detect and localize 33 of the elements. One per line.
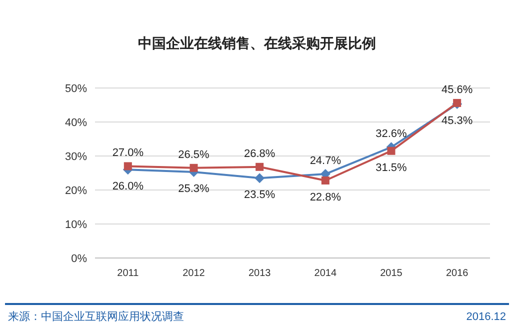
source-note: 来源：中国企业互联网应用状况调查	[8, 310, 184, 323]
data-label: 32.6%	[376, 128, 408, 140]
point	[387, 146, 396, 155]
y-tick-label: 20%	[64, 185, 88, 197]
data-label: 24.7%	[310, 155, 342, 168]
x-tick-label: 2014	[314, 268, 337, 279]
data-label: 26.0%	[112, 180, 144, 193]
data-label: 45.6%	[441, 84, 473, 96]
y-tick-label: 50%	[64, 83, 88, 95]
x-tick-label: 2012	[182, 268, 206, 279]
point	[321, 176, 330, 184]
x-tick-label: 2013	[248, 268, 272, 279]
chart-title: 中国企业在线销售、在线采购开展比例	[138, 35, 376, 51]
x-tick-label: 2011	[117, 268, 140, 279]
y-tick-label: 10%	[64, 219, 88, 231]
point	[124, 162, 132, 170]
data-label: 23.5%	[244, 189, 276, 202]
data-label: 31.5%	[376, 162, 408, 174]
data-label: 45.3%	[441, 114, 473, 127]
point	[256, 162, 264, 171]
x-tick-label: 2015	[380, 268, 403, 279]
point	[190, 164, 198, 172]
y-tick-label: 30%	[64, 151, 88, 163]
data-label: 22.8%	[310, 191, 342, 204]
x-tick-label: 2016	[446, 268, 469, 279]
y-tick-label: 0%	[71, 253, 88, 265]
data-label: 26.8%	[244, 148, 276, 160]
point	[254, 173, 265, 184]
data-label: 26.5%	[178, 148, 210, 161]
y-tick-label: 40%	[64, 117, 88, 129]
data-label: 27.0%	[112, 147, 144, 160]
text: 2016.12	[466, 311, 506, 323]
data-label: 25.3%	[178, 182, 210, 195]
